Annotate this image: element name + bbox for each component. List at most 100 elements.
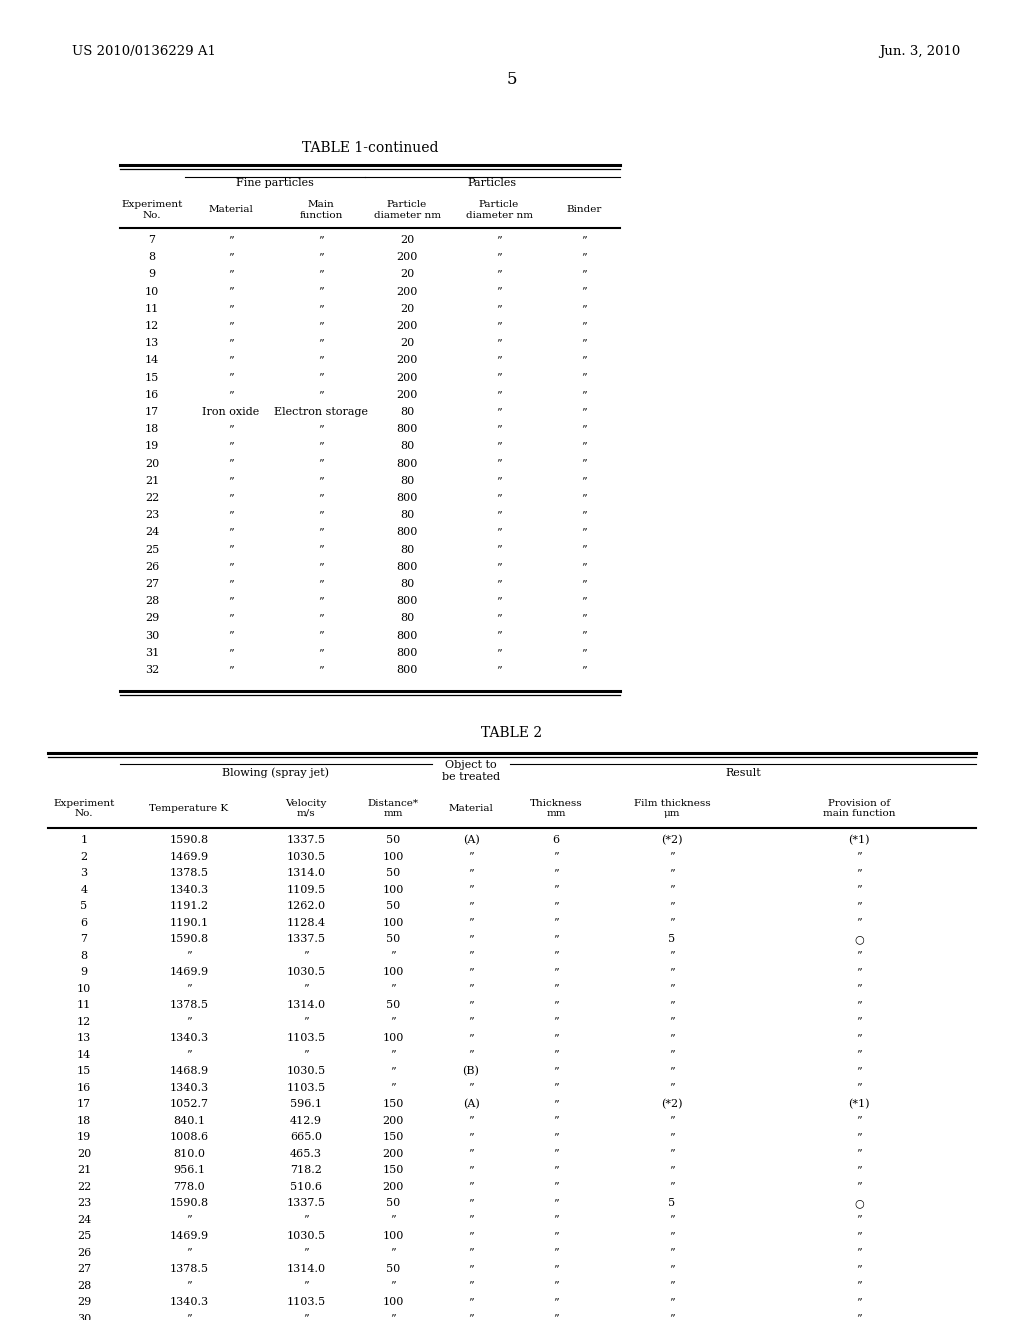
Text: 16: 16 bbox=[144, 389, 159, 400]
Text: ”: ” bbox=[497, 286, 502, 297]
Text: ”: ” bbox=[856, 884, 862, 895]
Text: 11: 11 bbox=[144, 304, 159, 314]
Text: (B): (B) bbox=[463, 1067, 479, 1076]
Text: 26: 26 bbox=[77, 1247, 91, 1258]
Text: 50: 50 bbox=[386, 836, 400, 845]
Text: ”: ” bbox=[670, 1214, 675, 1225]
Text: ”: ” bbox=[228, 579, 233, 589]
Text: ”: ” bbox=[553, 1133, 559, 1142]
Text: 1378.5: 1378.5 bbox=[170, 1001, 209, 1010]
Text: ”: ” bbox=[468, 869, 474, 878]
Text: ”: ” bbox=[318, 286, 324, 297]
Text: 800: 800 bbox=[396, 665, 418, 675]
Text: 800: 800 bbox=[396, 458, 418, 469]
Text: ”: ” bbox=[468, 1016, 474, 1027]
Text: 1340.3: 1340.3 bbox=[169, 1034, 209, 1043]
Text: ”: ” bbox=[497, 665, 502, 675]
Text: ”: ” bbox=[856, 1001, 862, 1010]
Text: ”: ” bbox=[228, 252, 233, 263]
Text: ”: ” bbox=[303, 983, 309, 994]
Text: ”: ” bbox=[228, 389, 233, 400]
Text: ”: ” bbox=[856, 1313, 862, 1320]
Text: ”: ” bbox=[318, 235, 324, 246]
Text: ”: ” bbox=[318, 458, 324, 469]
Text: ”: ” bbox=[186, 1214, 191, 1225]
Text: 1340.3: 1340.3 bbox=[169, 1082, 209, 1093]
Text: 50: 50 bbox=[386, 902, 400, 911]
Text: ”: ” bbox=[553, 1067, 559, 1076]
Text: ”: ” bbox=[318, 665, 324, 675]
Text: ”: ” bbox=[670, 869, 675, 878]
Text: ”: ” bbox=[582, 492, 587, 503]
Text: ”: ” bbox=[553, 1016, 559, 1027]
Text: ”: ” bbox=[553, 1148, 559, 1159]
Text: ”: ” bbox=[318, 338, 324, 348]
Text: 510.6: 510.6 bbox=[290, 1181, 322, 1192]
Text: ”: ” bbox=[318, 528, 324, 537]
Text: Iron oxide: Iron oxide bbox=[203, 407, 260, 417]
Text: 5: 5 bbox=[669, 1199, 676, 1208]
Text: 596.1: 596.1 bbox=[290, 1100, 322, 1109]
Text: ”: ” bbox=[670, 1148, 675, 1159]
Text: ”: ” bbox=[856, 1148, 862, 1159]
Text: ”: ” bbox=[318, 579, 324, 589]
Text: ”: ” bbox=[553, 950, 559, 961]
Text: ”: ” bbox=[582, 355, 587, 366]
Text: ”: ” bbox=[497, 631, 502, 640]
Text: ”: ” bbox=[468, 1148, 474, 1159]
Text: 27: 27 bbox=[77, 1265, 91, 1274]
Text: 11: 11 bbox=[77, 1001, 91, 1010]
Text: ”: ” bbox=[318, 269, 324, 280]
Text: 4: 4 bbox=[81, 884, 88, 895]
Text: 14: 14 bbox=[144, 355, 159, 366]
Text: ”: ” bbox=[228, 269, 233, 280]
Text: 1469.9: 1469.9 bbox=[169, 968, 209, 977]
Text: Object to
be treated: Object to be treated bbox=[442, 760, 500, 781]
Text: US 2010/0136229 A1: US 2010/0136229 A1 bbox=[72, 45, 216, 58]
Text: ”: ” bbox=[390, 983, 396, 994]
Text: ”: ” bbox=[582, 252, 587, 263]
Text: 1314.0: 1314.0 bbox=[287, 1001, 326, 1010]
Text: 100: 100 bbox=[382, 884, 403, 895]
Text: ”: ” bbox=[186, 1049, 191, 1060]
Text: ”: ” bbox=[318, 562, 324, 572]
Text: ”: ” bbox=[390, 1049, 396, 1060]
Text: 1378.5: 1378.5 bbox=[170, 869, 209, 878]
Text: 10: 10 bbox=[77, 983, 91, 994]
Text: ”: ” bbox=[186, 950, 191, 961]
Text: ”: ” bbox=[318, 372, 324, 383]
Text: 80: 80 bbox=[400, 545, 414, 554]
Text: ”: ” bbox=[390, 1067, 396, 1076]
Text: 30: 30 bbox=[144, 631, 159, 640]
Text: 5: 5 bbox=[507, 71, 517, 88]
Text: 1030.5: 1030.5 bbox=[287, 851, 326, 862]
Text: ”: ” bbox=[553, 1232, 559, 1241]
Text: ”: ” bbox=[856, 1265, 862, 1274]
Text: 412.9: 412.9 bbox=[290, 1115, 322, 1126]
Text: Particle
diameter nm: Particle diameter nm bbox=[374, 201, 440, 219]
Text: ”: ” bbox=[582, 441, 587, 451]
Text: ”: ” bbox=[228, 597, 233, 606]
Text: ”: ” bbox=[468, 1082, 474, 1093]
Text: ”: ” bbox=[468, 935, 474, 944]
Text: Velocity
m/s: Velocity m/s bbox=[286, 799, 327, 818]
Text: 800: 800 bbox=[396, 648, 418, 657]
Text: ”: ” bbox=[582, 528, 587, 537]
Text: ”: ” bbox=[390, 1214, 396, 1225]
Text: 1469.9: 1469.9 bbox=[169, 1232, 209, 1241]
Text: ”: ” bbox=[228, 562, 233, 572]
Text: ”: ” bbox=[553, 1049, 559, 1060]
Text: ”: ” bbox=[497, 407, 502, 417]
Text: ”: ” bbox=[186, 1247, 191, 1258]
Text: 1340.3: 1340.3 bbox=[169, 1298, 209, 1307]
Text: 29: 29 bbox=[144, 614, 159, 623]
Text: 18: 18 bbox=[77, 1115, 91, 1126]
Text: (*2): (*2) bbox=[662, 1100, 683, 1109]
Text: 20: 20 bbox=[400, 235, 414, 246]
Text: ”: ” bbox=[553, 1265, 559, 1274]
Text: ○: ○ bbox=[854, 1199, 864, 1208]
Text: ”: ” bbox=[468, 983, 474, 994]
Text: ”: ” bbox=[582, 631, 587, 640]
Text: 5: 5 bbox=[669, 935, 676, 944]
Text: Particles: Particles bbox=[467, 178, 516, 187]
